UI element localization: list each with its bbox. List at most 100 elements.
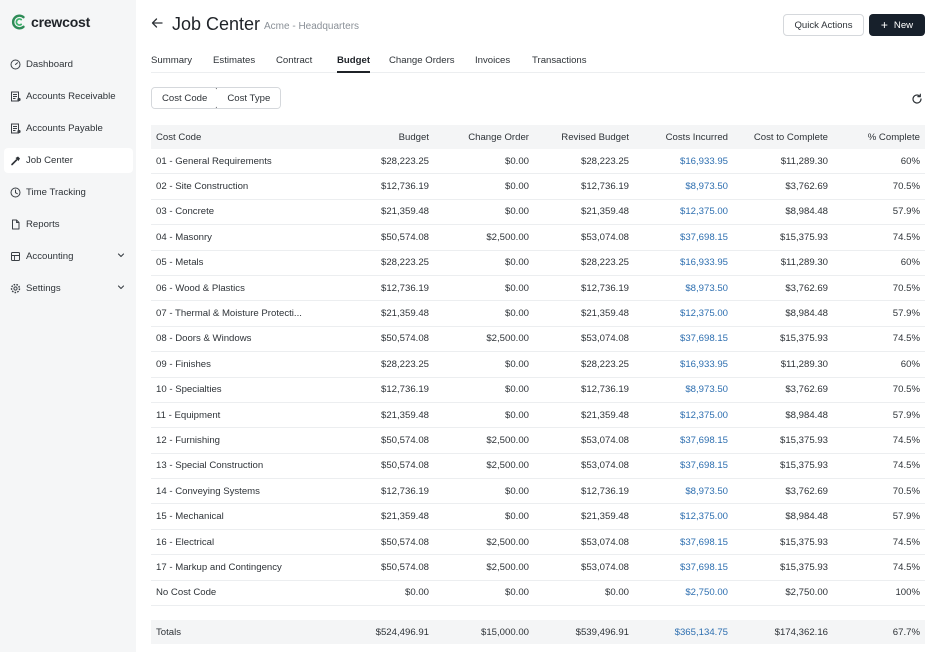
table-cell: $12,736.19 (580, 181, 629, 193)
sidebar-item-label: Accounts Receivable (26, 91, 116, 102)
costs-incurred-link[interactable]: $37,698.15 (679, 536, 728, 548)
clock-icon (10, 187, 21, 198)
tab-invoices[interactable]: Invoices (475, 55, 511, 66)
chevron-down-icon[interactable] (117, 283, 125, 294)
costs-incurred-link[interactable]: $16,933.95 (679, 155, 728, 167)
costs-incurred-link[interactable]: $8,973.50 (685, 384, 728, 396)
table-cell: $28,223.25 (580, 257, 629, 269)
table-row[interactable]: 13 - Special Construction $50,574.08 $2,50… (151, 454, 925, 480)
sidebar-item-time-tracking[interactable]: Time Tracking (4, 180, 133, 205)
table-cell: $2,500.00 (486, 231, 529, 243)
tab-change-orders[interactable]: Change Orders (389, 55, 455, 66)
refresh-icon[interactable] (911, 92, 923, 104)
table-cell: $12,736.19 (580, 485, 629, 497)
costs-incurred-link[interactable]: $8,973.50 (685, 181, 728, 193)
table-cell: $50,574.08 (380, 561, 429, 573)
costs-incurred-link[interactable]: $37,698.15 (679, 333, 728, 345)
sidebar-item-label: Accounts Payable (26, 123, 103, 134)
table-cell: $0.00 (504, 206, 529, 218)
app-logo[interactable]: crewcost (9, 12, 90, 32)
costs-incurred-link[interactable]: $12,375.00 (679, 511, 728, 523)
table-row[interactable]: 10 - Specialties $12,736.19 $0.00 $12,736.1… (151, 378, 925, 403)
quick-actions-button[interactable]: Quick Actions (783, 14, 864, 36)
costs-incurred-link[interactable]: $37,698.15 (679, 460, 728, 472)
tab-estimates[interactable]: Estimates (213, 55, 256, 66)
column-header[interactable]: Cost Code (156, 131, 202, 143)
costs-incurred-link[interactable]: $37,698.15 (679, 231, 728, 243)
sidebar-item-label: Accounting (26, 251, 74, 262)
table-row[interactable]: 17 - Markup and Contingency $50,574.08 $2,… (151, 555, 925, 581)
sidebar-item-accounting[interactable]: Accounting (4, 244, 133, 269)
main-content: Job Center Acme - Headquarters Quick Act… (136, 0, 940, 652)
costs-incurred-link[interactable]: $16,933.95 (679, 257, 728, 269)
table-row[interactable]: 02 - Site Construction $12,736.19 $0.00 $12… (151, 174, 925, 200)
column-header[interactable]: Costs Incurred (665, 131, 728, 143)
column-header[interactable]: Cost to Complete (753, 131, 828, 143)
table-row[interactable]: 14 - Conveying Systems $12,736.19 $0.00 $12… (151, 479, 925, 505)
table-cell: $0.00 (504, 384, 529, 396)
table-cell: 100% (895, 587, 920, 599)
table-row[interactable]: 06 - Wood & Plastics $12,736.19 $0.00 $12,7… (151, 276, 925, 302)
costs-incurred-link[interactable]: $12,375.00 (679, 409, 728, 421)
page-subtitle: Acme - Headquarters (264, 21, 360, 32)
table-row[interactable]: 08 - Doors & Windows $50,574.08 $2,500.00 $… (151, 327, 925, 353)
crewcost-logo-icon (9, 12, 29, 32)
table-cell: 04 - Masonry (156, 231, 212, 243)
table-cell: $53,074.08 (580, 536, 629, 548)
tab-budget[interactable]: Budget (337, 55, 371, 73)
table-row[interactable]: 05 - Metals $28,223.25 $0.00 $28,223.25 $16,… (151, 251, 925, 276)
table-row[interactable]: 04 - Masonry $50,574.08 $2,500.00 $53,074.0… (151, 225, 925, 251)
sidebar-item-settings[interactable]: Settings (4, 276, 133, 301)
table-cell: $2,500.00 (486, 561, 529, 573)
table-cell: $50,574.08 (380, 333, 429, 345)
costs-incurred-link[interactable]: $37,698.15 (679, 561, 728, 573)
chevron-down-icon[interactable] (117, 251, 125, 262)
sidebar-item-reports[interactable]: Reports (4, 212, 133, 237)
table-cell: 57.9% (892, 511, 920, 523)
table-row[interactable]: 12 - Furnishing $50,574.08 $2,500.00 $53,07… (151, 428, 925, 454)
costs-incurred-link[interactable]: $16,933.95 (679, 358, 728, 370)
sidebar-item-accounts-payable[interactable]: Accounts Payable (4, 116, 133, 141)
table-cell: 74.5% (892, 561, 920, 573)
back-arrow-icon[interactable] (150, 16, 164, 30)
sidebar-item-job-center[interactable]: Job Center (4, 148, 133, 173)
table-row[interactable]: 11 - Equipment $21,359.48 $0.00 $21,359.48 $… (151, 403, 925, 429)
new-button[interactable]: + New (869, 14, 925, 36)
table-row[interactable]: No Cost Code $0.00 $0.00 $0.00 $2,750.00 $2,7… (151, 581, 925, 607)
table-row[interactable]: 16 - Electrical $50,574.08 $2,500.00 $53,07… (151, 530, 925, 556)
totals-row: Totals $524,496.91 $15,000.00 $539,496.91 $3… (151, 620, 925, 644)
table-cell: $21,359.48 (380, 409, 429, 421)
sidebar-item-dashboard[interactable]: Dashboard (4, 52, 133, 77)
table-row[interactable]: 03 - Concrete $21,359.48 $0.00 $21,359.48 $1… (151, 200, 925, 226)
table-cell: $2,500.00 (486, 434, 529, 446)
toggle-cost-type[interactable]: Cost Type (217, 88, 281, 108)
tab-summary[interactable]: Summary (151, 55, 193, 66)
tab-transactions[interactable]: Transactions (532, 55, 587, 66)
table-row[interactable]: 01 - General Requirements $28,223.25 $0.00… (151, 149, 925, 175)
sidebar-nav: Dashboard Accounts Receivable Accounts Pay… (4, 52, 133, 308)
totals-cell[interactable]: $365,134.75 (674, 626, 728, 638)
costs-incurred-link[interactable]: $8,973.50 (685, 282, 728, 294)
table-cell: $2,750.00 (785, 587, 828, 599)
costs-incurred-link[interactable]: $37,698.15 (679, 434, 728, 446)
ledger-icon (10, 251, 21, 262)
table-cell: $2,500.00 (486, 333, 529, 345)
costs-incurred-link[interactable]: $12,375.00 (679, 308, 728, 320)
table-cell: $50,574.08 (380, 460, 429, 472)
column-header[interactable]: Budget (398, 131, 429, 143)
table-cell: $3,762.69 (785, 485, 828, 497)
table-row[interactable]: 15 - Mechanical $21,359.48 $0.00 $21,359.48… (151, 504, 925, 530)
sidebar: crewcost Dashboard Accounts Receivable Acc… (0, 0, 136, 652)
tab-contract[interactable]: Contract (276, 55, 313, 66)
column-header[interactable]: Change Order (468, 131, 529, 143)
table-row[interactable]: 09 - Finishes $28,223.25 $0.00 $28,223.25 $1… (151, 352, 925, 378)
costs-incurred-link[interactable]: $8,973.50 (685, 485, 728, 497)
table-cell: $21,359.48 (380, 511, 429, 523)
column-header[interactable]: Revised Budget (561, 131, 629, 143)
toggle-cost-code[interactable]: Cost Code (152, 88, 219, 108)
table-row[interactable]: 07 - Thermal & Moisture Protecti... $21,3… (151, 301, 925, 327)
costs-incurred-link[interactable]: $12,375.00 (679, 206, 728, 218)
sidebar-item-accounts-receivable[interactable]: Accounts Receivable (4, 84, 133, 109)
column-header[interactable]: % Complete (867, 131, 920, 143)
costs-incurred-link[interactable]: $2,750.00 (685, 587, 728, 599)
